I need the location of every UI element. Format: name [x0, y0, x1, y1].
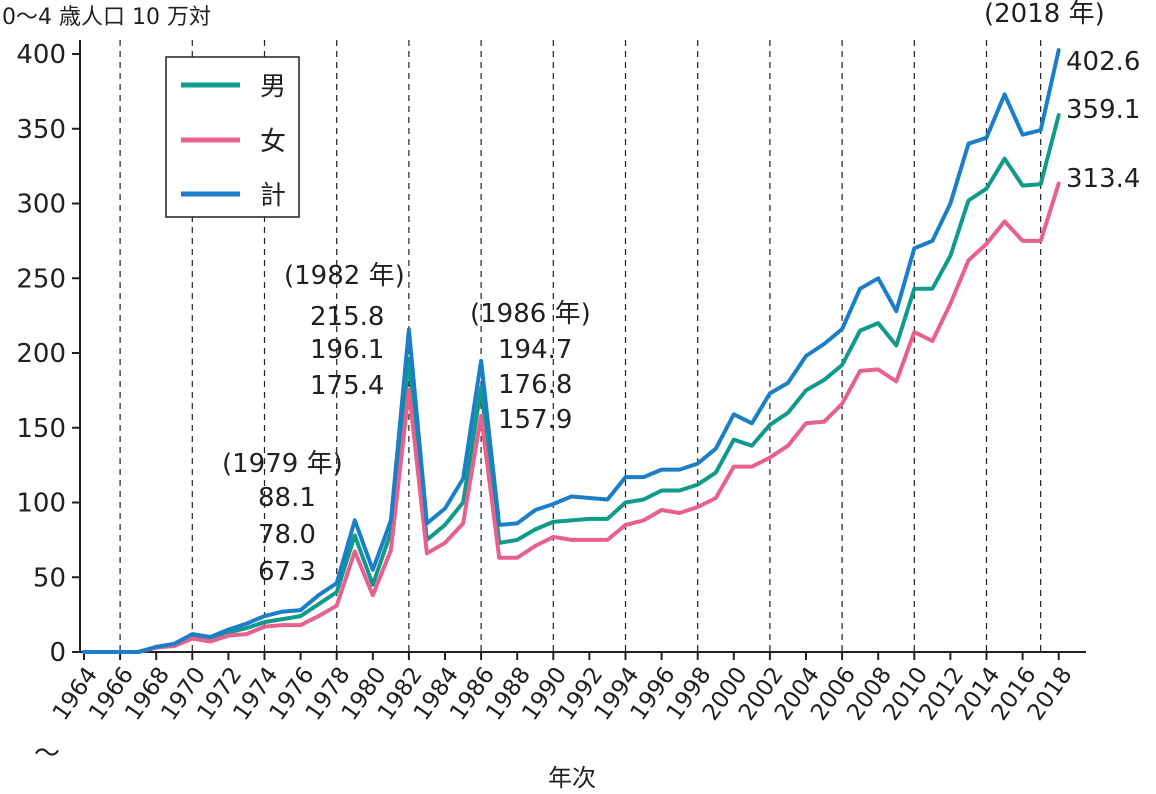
y-ticks: 0 50 100 150 200 250 300 350 400	[16, 40, 80, 668]
legend-label-total: 計	[260, 181, 286, 211]
annotation-1982-label: (1982 年)	[284, 261, 405, 291]
y-axis-unit-label: 0～4 歳人口 10 万対	[2, 5, 211, 30]
annotation-1986: (1986 年) 194.7 176.8 157.9	[470, 299, 591, 435]
annotation-2018-label: (2018 年)	[984, 0, 1105, 29]
annotation-1986-total: 194.7	[498, 335, 572, 365]
axis-break-mark: ～	[34, 739, 60, 769]
series-group	[82, 48, 1061, 654]
annotation-1986-label: (1986 年)	[470, 299, 591, 329]
series-line-female	[82, 181, 1061, 654]
annotation-1982: (1982 年) 215.8 196.1 175.4	[284, 261, 405, 401]
legend-label-male: 男	[260, 72, 286, 102]
annotation-1986-female: 157.9	[498, 405, 572, 435]
x-ticks: 1964196619681970197219741976197819801982…	[48, 652, 1078, 725]
legend: 男 女 計	[165, 56, 300, 218]
annotation-1982-total: 215.8	[310, 302, 384, 332]
y-tick-label: 150	[16, 414, 66, 444]
annotation-1979-label: (1979 年)	[222, 449, 343, 479]
annotation-2018-female: 313.4	[1066, 164, 1140, 194]
annotation-1986-male: 176.8	[498, 370, 572, 400]
y-tick-label: 400	[16, 40, 66, 70]
annotation-1979-total: 88.1	[258, 483, 316, 513]
y-tick-label: 350	[16, 115, 66, 145]
legend-label-female: 女	[260, 127, 286, 157]
series-line-male	[82, 113, 1061, 654]
y-tick-label: 200	[16, 339, 66, 369]
y-tick-label: 300	[16, 190, 66, 220]
annotation-2018-male: 359.1	[1066, 95, 1140, 125]
gridlines	[119, 40, 1042, 652]
annotation-1982-female: 175.4	[310, 371, 384, 401]
annotation-1979-male: 78.0	[258, 520, 316, 550]
y-tick-label: 50	[33, 563, 66, 593]
annotation-1979: (1979 年) 88.1 78.0 67.3	[222, 449, 343, 587]
x-axis-label: 年次	[548, 764, 596, 792]
y-tick-label: 0	[49, 638, 66, 668]
annotation-2018: (2018 年) 402.6 359.1 313.4	[984, 0, 1140, 194]
y-tick-label: 250	[16, 264, 66, 294]
annotation-1982-male: 196.1	[310, 335, 384, 365]
series-line-total	[82, 48, 1061, 654]
y-tick-label: 100	[16, 489, 66, 519]
annotation-1979-female: 67.3	[258, 557, 316, 587]
annotation-2018-total: 402.6	[1066, 47, 1140, 77]
